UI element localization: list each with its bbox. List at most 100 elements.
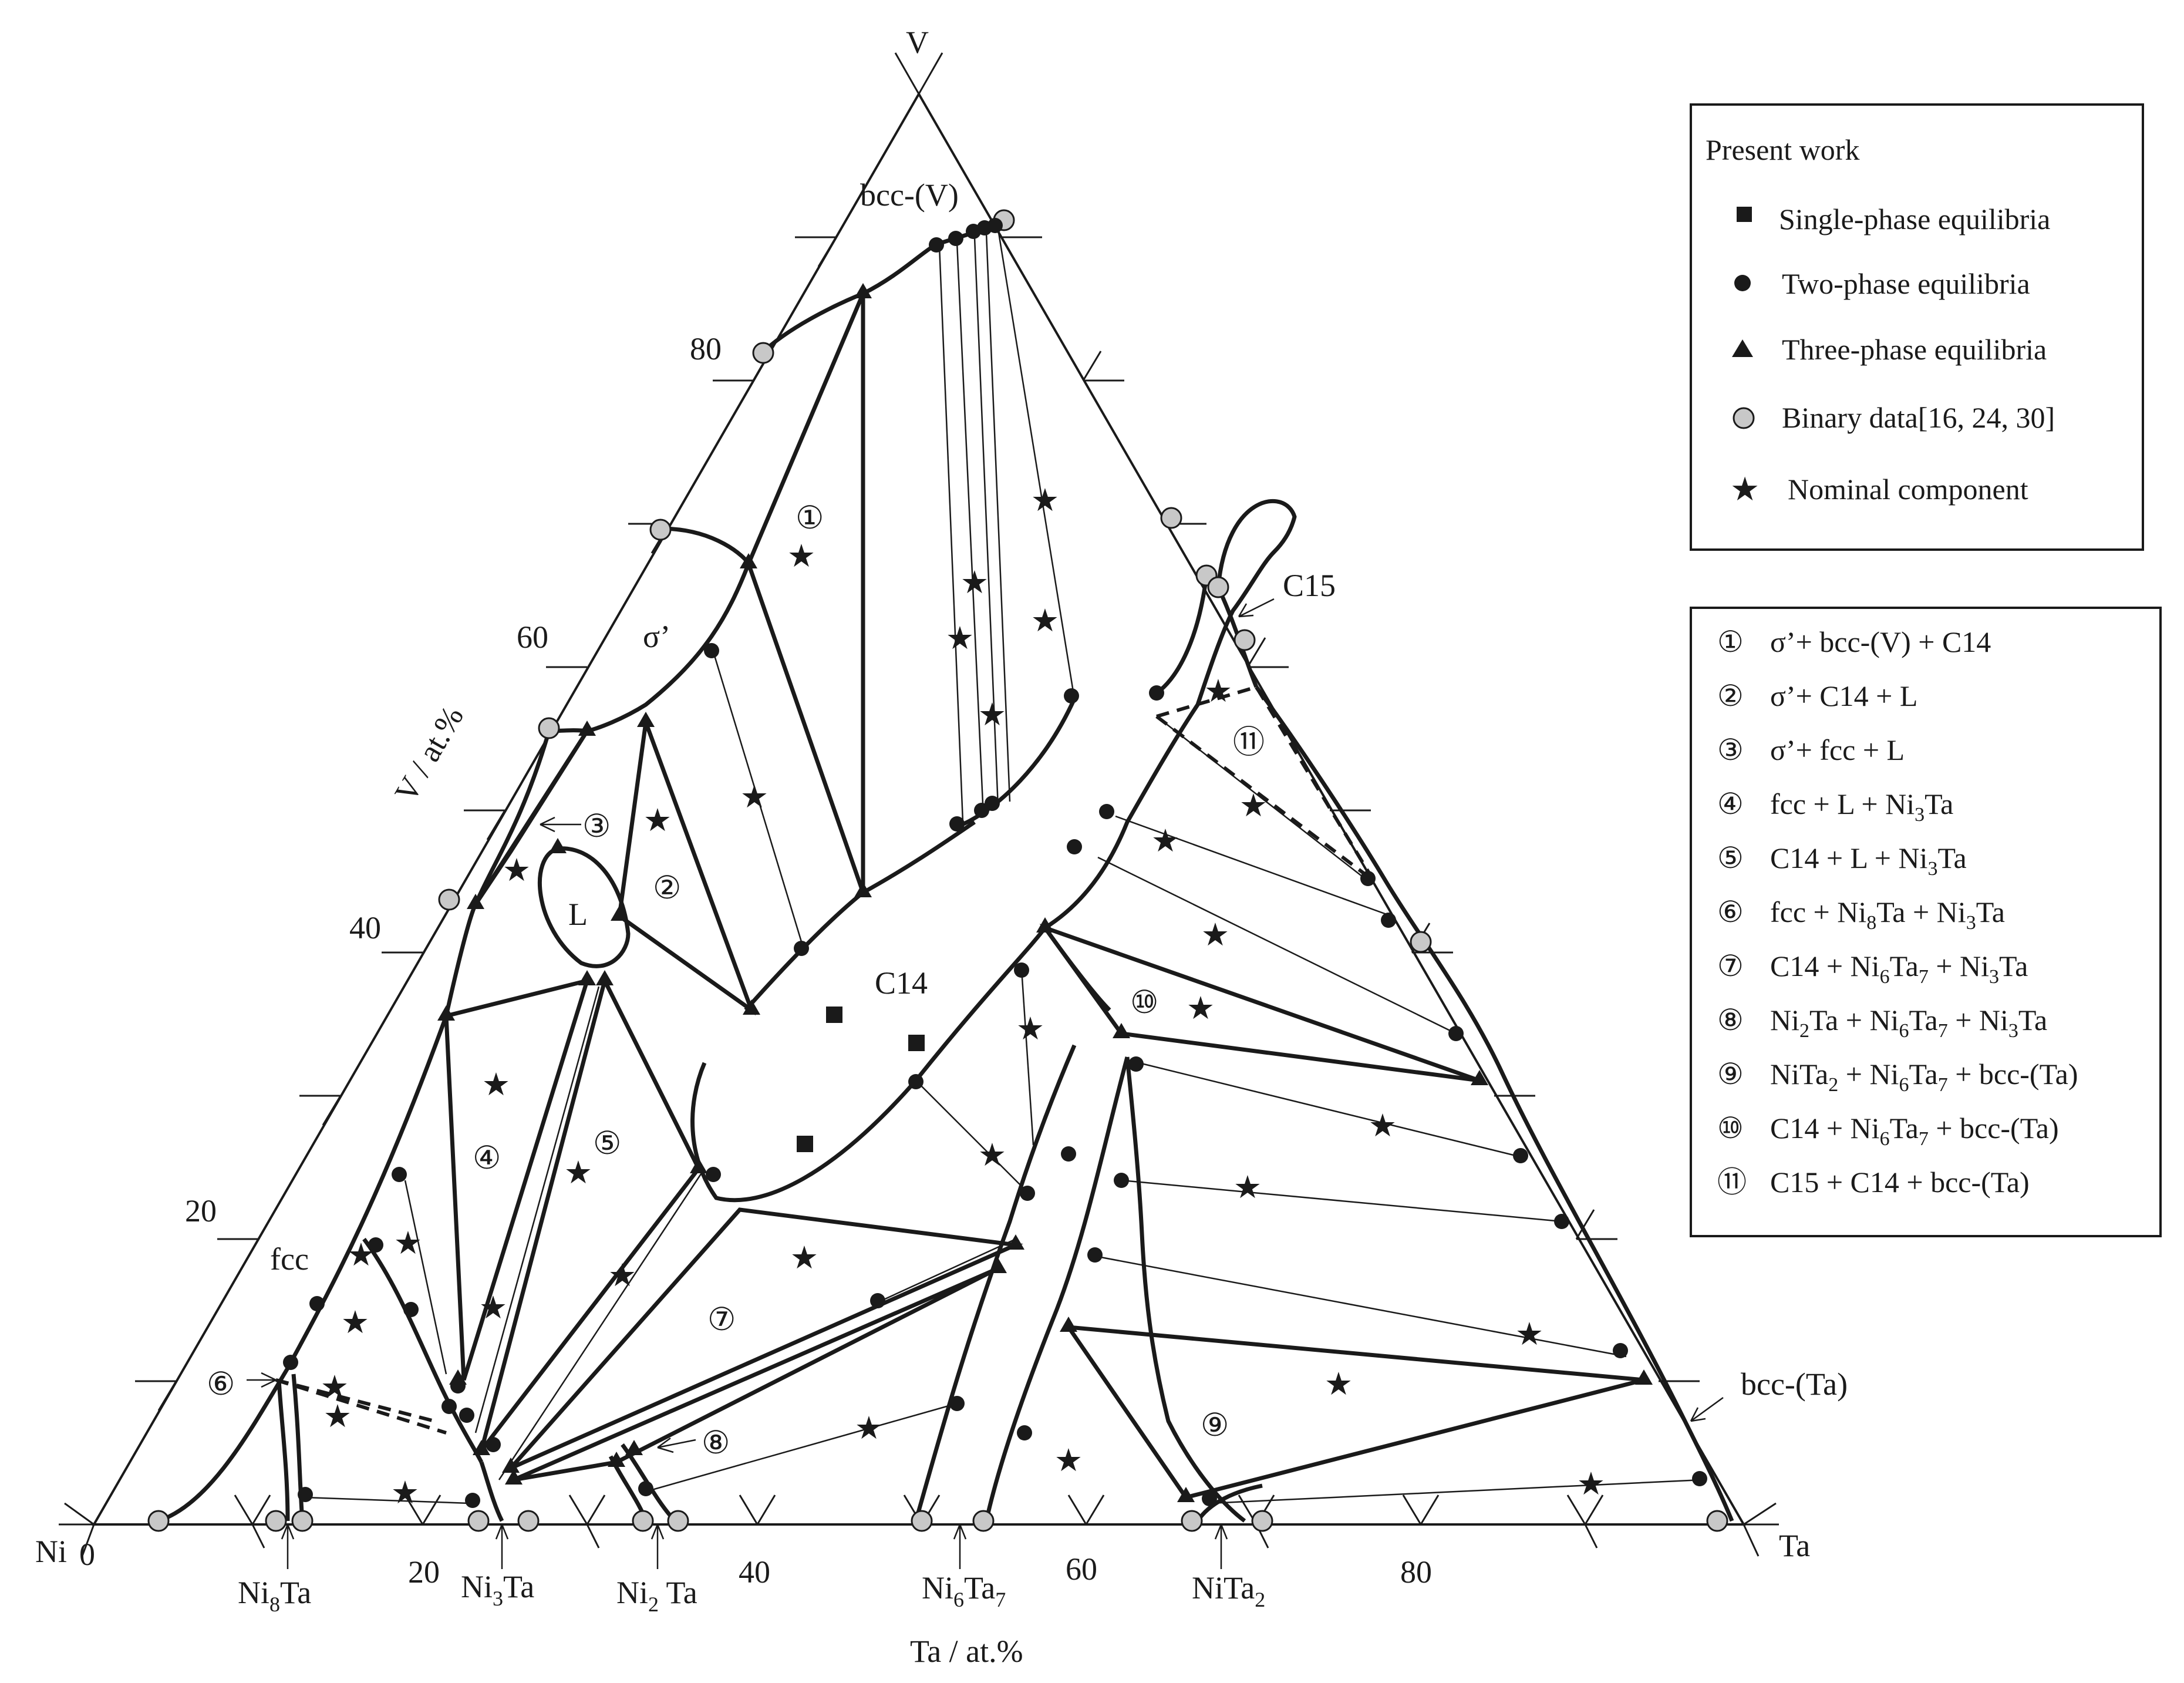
legend-region-label: σ’+ bcc-(V) + C14 bbox=[1770, 625, 1991, 658]
nominal-point: ★ bbox=[321, 1369, 349, 1405]
phase-label-bcc-ta: bcc-(Ta) bbox=[1741, 1366, 1848, 1402]
legend-region-label: NiTa2 + Ni6Ta7 + bcc-(Ta) bbox=[1770, 1058, 2078, 1096]
two-phase-point bbox=[1448, 1026, 1464, 1041]
region-number: ④ bbox=[473, 1140, 501, 1176]
nominal-point: ★ bbox=[608, 1258, 636, 1293]
binary-point bbox=[752, 342, 774, 364]
legend-item-label: Nominal component bbox=[1788, 473, 2028, 506]
nominal-point: ★ bbox=[1016, 1011, 1044, 1046]
legend-region-number: ③ bbox=[1717, 733, 1744, 766]
legend-region-label: fcc + L + Ni3Ta bbox=[1770, 787, 1953, 826]
two-phase-point bbox=[1017, 1425, 1032, 1440]
two-phase-point bbox=[298, 1487, 313, 1502]
nominal-point: ★ bbox=[1239, 788, 1268, 823]
bottom-tick-label: 0 bbox=[79, 1537, 95, 1572]
two-phase-point bbox=[929, 237, 944, 253]
nominal-point: ★ bbox=[946, 621, 974, 656]
left-ticks bbox=[135, 236, 837, 1411]
nominal-point: ★ bbox=[960, 565, 989, 600]
nominal-point: ★ bbox=[394, 1226, 422, 1261]
vertex-ni: Ni bbox=[35, 1534, 67, 1569]
phase-label-liquid: L bbox=[568, 897, 588, 932]
legend-region-number: ⑤ bbox=[1717, 842, 1744, 874]
single-phase-point bbox=[826, 1007, 842, 1023]
legend-region-label: C14 + Ni6Ta7 + Ni3Ta bbox=[1770, 950, 2028, 988]
binary-point bbox=[632, 1510, 654, 1532]
three-phase-point bbox=[437, 1005, 455, 1021]
two-phase-point bbox=[1381, 913, 1396, 928]
legend-region-number: ② bbox=[1717, 679, 1744, 712]
phase-label-bcc-v: bcc-(V) bbox=[860, 177, 959, 213]
legend-item-label: Binary data[16, 24, 30] bbox=[1782, 401, 2055, 434]
two-phase-markers bbox=[283, 218, 1707, 1508]
two-phase-point bbox=[403, 1302, 419, 1317]
two-phase-point bbox=[706, 1167, 721, 1182]
binary-point bbox=[1207, 576, 1229, 598]
nominal-point: ★ bbox=[790, 1240, 818, 1275]
arrows bbox=[247, 598, 1724, 1569]
legend-title: Present work bbox=[1706, 133, 1859, 166]
three-phase-point bbox=[1113, 1023, 1130, 1038]
two-phase-point bbox=[704, 643, 719, 658]
three-phase-point bbox=[1007, 1234, 1024, 1250]
legend-region-label: fcc + Ni8Ta + Ni3Ta bbox=[1770, 896, 2005, 934]
three-phase-point bbox=[502, 1458, 520, 1473]
two-phase-point bbox=[987, 218, 1003, 233]
two-phase-point bbox=[459, 1408, 474, 1423]
nominal-point: ★ bbox=[1187, 991, 1215, 1026]
two-phase-point bbox=[870, 1293, 885, 1308]
binary-point bbox=[1706, 1510, 1728, 1532]
phase-label-c15: C15 bbox=[1283, 568, 1336, 603]
two-phase-point bbox=[1692, 1471, 1707, 1486]
binary-point bbox=[147, 1510, 170, 1532]
two-phase-point bbox=[1114, 1173, 1129, 1188]
binary-point bbox=[467, 1510, 490, 1532]
two-phase-point bbox=[949, 816, 965, 832]
three-phase-point bbox=[989, 1258, 1007, 1273]
two-phase-point bbox=[1554, 1214, 1569, 1229]
single-phase-point bbox=[797, 1136, 813, 1152]
legend-star-icon: ★ bbox=[1730, 472, 1760, 508]
three-phase-triangles bbox=[444, 292, 1644, 1500]
two-phase-point bbox=[283, 1355, 298, 1370]
legend-region-label: C15 + C14 + bcc-(Ta) bbox=[1770, 1166, 2030, 1199]
region-number: ① bbox=[796, 500, 824, 536]
legend-region-number: ⑩ bbox=[1717, 1112, 1744, 1145]
single-phase-point bbox=[908, 1035, 925, 1051]
nominal-point: ★ bbox=[391, 1475, 419, 1510]
compound-label-nita2: NiTa2 bbox=[1192, 1570, 1265, 1611]
legend-region-number: ⑥ bbox=[1717, 896, 1744, 928]
legend-triangle-icon bbox=[1732, 339, 1753, 357]
two-phase-point bbox=[368, 1237, 383, 1253]
compound-label-ni8ta: Ni8Ta bbox=[238, 1575, 311, 1616]
region-number: ⑥ bbox=[207, 1366, 235, 1402]
compound-label-ni2ta: Ni2 Ta bbox=[616, 1575, 697, 1616]
nominal-point: ★ bbox=[323, 1399, 352, 1434]
three-phase-point bbox=[854, 283, 872, 298]
left-tick-label: 40 bbox=[349, 910, 381, 945]
three-phase-point bbox=[505, 1469, 523, 1485]
two-phase-point bbox=[1020, 1186, 1035, 1201]
three-phase-point bbox=[1060, 1317, 1077, 1332]
nominal-point: ★ bbox=[347, 1237, 375, 1273]
binary-point bbox=[291, 1510, 314, 1532]
nominal-point: ★ bbox=[503, 853, 531, 888]
three-phase-point bbox=[1036, 917, 1054, 933]
two-phase-point bbox=[1067, 839, 1082, 854]
binary-point bbox=[1233, 629, 1256, 651]
two-phase-point bbox=[949, 1396, 965, 1411]
two-phase-point bbox=[1360, 871, 1376, 886]
binary-point bbox=[1160, 507, 1182, 529]
left-tick-label: 60 bbox=[517, 620, 548, 655]
nominal-point: ★ bbox=[1324, 1366, 1353, 1402]
nominal-point: ★ bbox=[643, 803, 672, 838]
three-phase-markers bbox=[437, 283, 1653, 1502]
binary-point bbox=[911, 1510, 933, 1532]
region-number: ⑨ bbox=[1201, 1408, 1229, 1443]
legend-item-label: Two-phase equilibria bbox=[1782, 267, 2030, 300]
legend-region-number: ⑧ bbox=[1717, 1004, 1744, 1036]
vertex-ta: Ta bbox=[1779, 1528, 1810, 1563]
two-phase-point bbox=[1128, 1056, 1144, 1072]
single-phase-markers bbox=[797, 1007, 925, 1152]
bottom-tick-label: 40 bbox=[739, 1554, 770, 1590]
